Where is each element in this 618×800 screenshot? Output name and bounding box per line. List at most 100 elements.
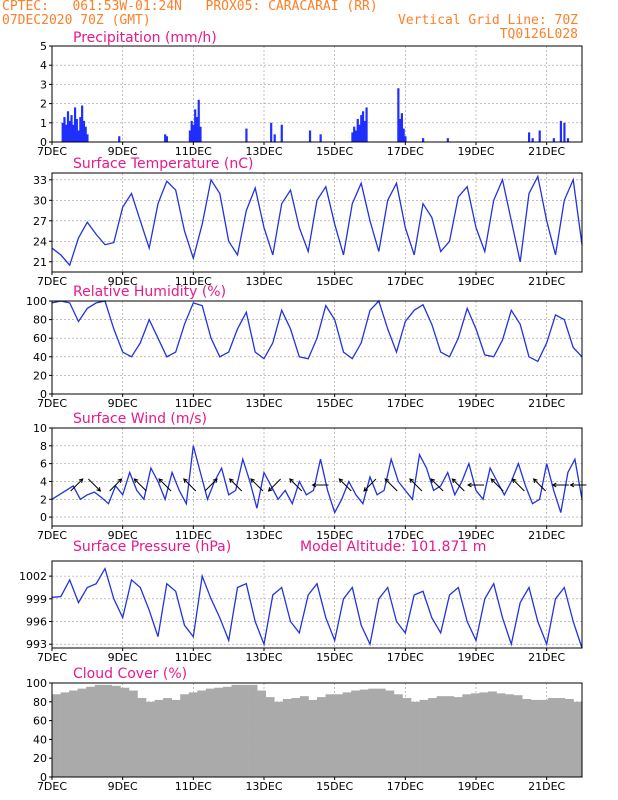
- panel-frame: [51, 682, 583, 778]
- wind-arrow-head: [532, 478, 538, 483]
- cloud-bar: [197, 690, 207, 777]
- x-tick-label: 11DEC: [175, 145, 212, 158]
- wind-arrow: [70, 478, 84, 492]
- cloud-bar: [470, 693, 480, 777]
- cloud-bar: [411, 701, 420, 777]
- y-tick-label: 2: [40, 493, 47, 506]
- y-tick-label: 100: [26, 295, 47, 308]
- precip-bar: [164, 134, 167, 142]
- y-tick-label: 0: [40, 511, 47, 524]
- x-tick-label: 9DEC: [108, 529, 138, 542]
- cloud-bar: [428, 698, 437, 777]
- precip-bar: [66, 111, 70, 142]
- wind-arrow-head: [466, 482, 472, 488]
- wind-arrow: [88, 478, 101, 492]
- cloud-bar: [231, 684, 241, 777]
- x-tick-label: 19DEC: [457, 651, 494, 664]
- x-tick-label: 19DEC: [457, 780, 494, 793]
- wind-arrow: [384, 478, 398, 492]
- precip-bar: [566, 138, 570, 142]
- cloud-bar: [513, 695, 523, 777]
- cloud-bar: [334, 694, 343, 777]
- x-tick-label: 11DEC: [175, 397, 212, 410]
- y-tick-label: 40: [33, 733, 47, 746]
- y-tick-label: 1002: [19, 570, 47, 583]
- cloud-bar: [539, 699, 549, 777]
- wind-arrow: [229, 478, 243, 492]
- precip-bar: [319, 134, 322, 142]
- precip-bar: [528, 132, 531, 142]
- precip-bar: [353, 126, 356, 142]
- x-tick-label: 17DEC: [387, 275, 424, 288]
- precip-bar: [360, 115, 363, 142]
- cloud-bar: [351, 690, 361, 777]
- wind-arrow-head: [569, 482, 575, 488]
- panel-title: Relative Humidity (%): [73, 284, 226, 300]
- wind-arrow-head: [96, 487, 102, 492]
- x-tick-label: 17DEC: [387, 780, 424, 793]
- precip-bar: [552, 138, 555, 142]
- wind-arrow: [338, 478, 352, 492]
- y-tick-label: 80: [33, 696, 47, 709]
- precip-bar: [363, 120, 366, 142]
- x-tick-label: 17DEC: [387, 145, 424, 158]
- wind-arrow: [430, 478, 444, 492]
- precip-bar: [351, 132, 354, 142]
- wind-arrow: [289, 478, 303, 492]
- precip-bar: [402, 128, 405, 142]
- precip-bar: [354, 130, 358, 142]
- y-tick-label: 996: [26, 616, 47, 629]
- y-tick-label: 8: [40, 440, 47, 453]
- cloud-bar: [282, 698, 292, 777]
- cloud-bar: [222, 686, 232, 777]
- x-tick-label: 21DEC: [528, 780, 565, 793]
- y-tick-label: 100: [26, 677, 47, 690]
- cloud-bar: [265, 697, 275, 777]
- cloud-bar: [171, 699, 181, 777]
- x-tick-label: 13DEC: [245, 145, 282, 158]
- temperature-line: [51, 174, 583, 267]
- wind-arrow-head: [311, 482, 317, 488]
- x-tick-label: 19DEC: [457, 529, 494, 542]
- precip-bar: [195, 117, 199, 142]
- panel-frame: [51, 300, 583, 395]
- wind-arrow: [512, 478, 525, 492]
- y-tick-label: 0: [40, 136, 47, 149]
- precip-bar: [77, 130, 80, 142]
- panel-title: Precipitation (mm/h): [73, 30, 217, 46]
- y-tick-label: 4: [40, 475, 47, 488]
- cloud-bar: [445, 696, 455, 777]
- cloud-bar: [257, 690, 267, 777]
- x-tick-label: 11DEC: [175, 780, 212, 793]
- cloud-bar: [505, 694, 514, 777]
- wind-arrow-head: [490, 478, 496, 483]
- x-tick-label: 19DEC: [457, 145, 494, 158]
- x-tick-label: 19DEC: [457, 275, 494, 288]
- y-tick-label: 993: [26, 638, 47, 651]
- precip-bar: [118, 136, 121, 142]
- cloud-bar: [308, 699, 318, 777]
- cloud-bar: [137, 698, 147, 777]
- y-tick-label: 27: [33, 215, 47, 228]
- wind-arrow: [250, 478, 264, 492]
- cloud-bar: [180, 694, 190, 777]
- panel-title: Cloud Cover (%): [73, 666, 187, 682]
- precip-bar: [194, 109, 197, 142]
- panel-precipitation: [49, 45, 583, 145]
- wind-arrow-head: [511, 478, 517, 483]
- precip-bar: [192, 124, 195, 142]
- precip-bar: [356, 118, 359, 142]
- x-tick-label: 21DEC: [528, 651, 565, 664]
- cloud-bar: [163, 698, 172, 777]
- wind-line: [51, 445, 583, 515]
- wind-arrow-head: [250, 478, 255, 483]
- cloud-bar: [299, 696, 309, 777]
- panel-title: Surface Pressure (hPa): [73, 539, 231, 555]
- wind-arrow: [183, 478, 197, 492]
- precip-bar: [199, 126, 202, 142]
- wind-arrow-head: [451, 478, 457, 483]
- x-tick-label: 15DEC: [316, 780, 353, 793]
- y-tick-label: 20: [33, 369, 47, 382]
- wind-arrow-head: [430, 478, 436, 483]
- panel-humidity: [49, 299, 583, 397]
